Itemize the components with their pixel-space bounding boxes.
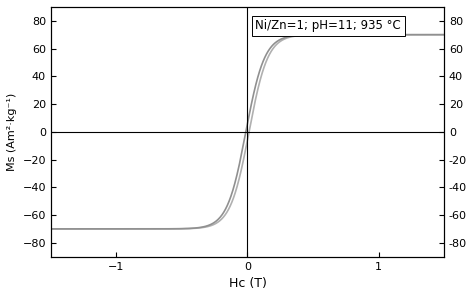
X-axis label: Hc (T): Hc (T) [228,277,266,290]
Text: Ni/Zn=1; pH=11; 935 °C: Ni/Zn=1; pH=11; 935 °C [255,19,401,32]
Y-axis label: Ms (Am²·kg⁻¹): Ms (Am²·kg⁻¹) [7,93,17,171]
